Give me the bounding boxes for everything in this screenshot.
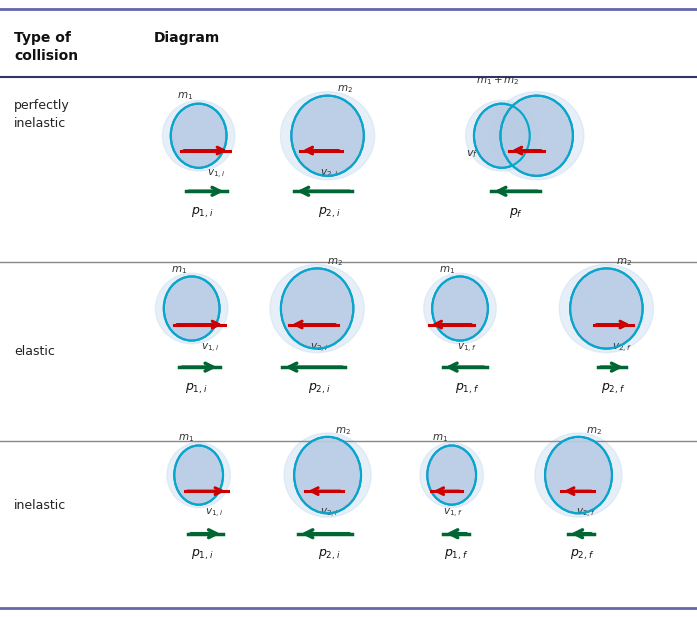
Ellipse shape xyxy=(466,101,538,171)
Text: $v_{2,i}$: $v_{2,i}$ xyxy=(320,168,338,181)
Text: $p_{1,f}$: $p_{1,f}$ xyxy=(455,381,479,396)
Text: $m_1$: $m_1$ xyxy=(439,263,456,276)
Text: elastic: elastic xyxy=(14,345,55,358)
Ellipse shape xyxy=(280,92,375,180)
Ellipse shape xyxy=(500,96,573,176)
Text: $m_2$: $m_2$ xyxy=(616,256,631,268)
Ellipse shape xyxy=(284,433,371,517)
Text: $p_f$: $p_f$ xyxy=(509,206,523,220)
Text: $m_1 + m_2$: $m_1 + m_2$ xyxy=(477,74,520,86)
Ellipse shape xyxy=(489,92,584,180)
Text: $p_{2,i}$: $p_{2,i}$ xyxy=(318,205,340,220)
Text: $m_2$: $m_2$ xyxy=(327,256,342,268)
Text: $p_{2,i}$: $p_{2,i}$ xyxy=(308,381,330,396)
Ellipse shape xyxy=(162,101,235,171)
Ellipse shape xyxy=(570,268,643,349)
Ellipse shape xyxy=(559,264,654,353)
Text: $v_{2,i}$: $v_{2,i}$ xyxy=(310,342,328,355)
Text: $m_1$: $m_1$ xyxy=(176,89,193,102)
Text: $v_{1,i}$: $v_{1,i}$ xyxy=(205,507,223,520)
Text: $p_{1,i}$: $p_{1,i}$ xyxy=(185,381,208,396)
Ellipse shape xyxy=(427,445,476,505)
Ellipse shape xyxy=(432,276,488,341)
Text: $v_{2,i}$: $v_{2,i}$ xyxy=(320,507,338,520)
Text: $p_{1,i}$: $p_{1,i}$ xyxy=(191,205,213,220)
Text: $v_{1,i}$: $v_{1,i}$ xyxy=(207,168,225,181)
Text: $m_1$: $m_1$ xyxy=(171,263,187,276)
Ellipse shape xyxy=(164,276,220,341)
Text: $m_1$: $m_1$ xyxy=(178,432,194,444)
Ellipse shape xyxy=(155,273,228,344)
Ellipse shape xyxy=(535,433,622,517)
Ellipse shape xyxy=(291,96,364,176)
Text: Diagram: Diagram xyxy=(153,31,220,45)
Text: $v_{1,i}$: $v_{1,i}$ xyxy=(201,342,220,355)
Text: inelastic: inelastic xyxy=(14,499,66,513)
Ellipse shape xyxy=(545,437,612,513)
Ellipse shape xyxy=(281,268,353,349)
Ellipse shape xyxy=(424,273,496,344)
Ellipse shape xyxy=(174,445,223,505)
Text: $m_2$: $m_2$ xyxy=(586,424,602,437)
Text: perfectly
inelastic: perfectly inelastic xyxy=(14,99,70,130)
Text: $v_{2,f}$: $v_{2,f}$ xyxy=(576,507,595,520)
Text: $p_{2,f}$: $p_{2,f}$ xyxy=(602,381,625,396)
Text: $p_{1,i}$: $p_{1,i}$ xyxy=(191,548,213,563)
Ellipse shape xyxy=(167,442,230,508)
Text: $p_{1,f}$: $p_{1,f}$ xyxy=(444,548,468,563)
Text: $p_{2,i}$: $p_{2,i}$ xyxy=(318,548,340,563)
Ellipse shape xyxy=(270,264,365,353)
Ellipse shape xyxy=(171,104,227,168)
Text: $v_{2,f}$: $v_{2,f}$ xyxy=(612,342,631,355)
Text: Type of
collision: Type of collision xyxy=(14,31,78,64)
Text: $m_2$: $m_2$ xyxy=(337,83,353,96)
Text: $v_{1,f}$: $v_{1,f}$ xyxy=(457,342,477,355)
Text: $v_{1,f}$: $v_{1,f}$ xyxy=(443,507,463,520)
Text: $m_1$: $m_1$ xyxy=(432,432,449,444)
Ellipse shape xyxy=(420,442,484,508)
Text: $p_{2,f}$: $p_{2,f}$ xyxy=(570,548,594,563)
Ellipse shape xyxy=(474,104,530,168)
Ellipse shape xyxy=(294,437,361,513)
Text: $m_2$: $m_2$ xyxy=(335,424,351,437)
Text: $v_f$: $v_f$ xyxy=(466,148,479,160)
